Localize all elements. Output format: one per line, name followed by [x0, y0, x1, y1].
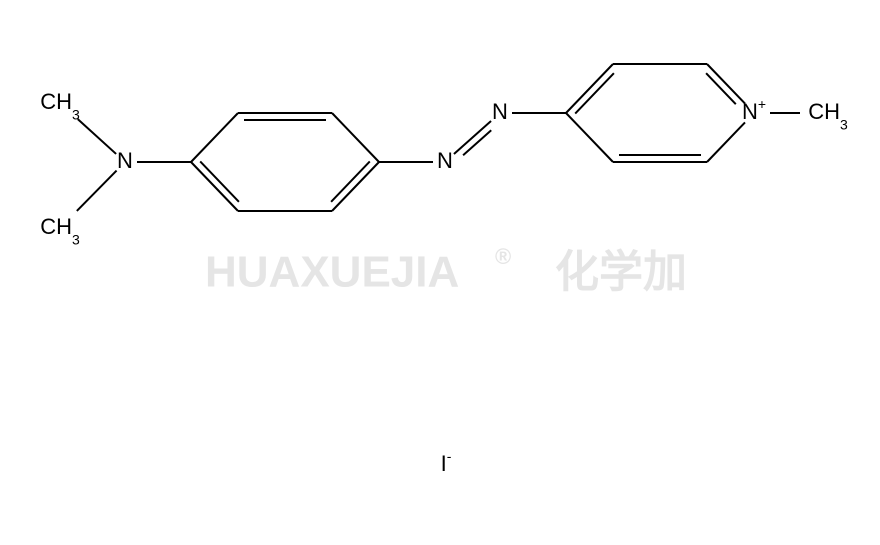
watermark-reg: ® [495, 244, 511, 269]
atom-i_minus: I- [441, 448, 452, 476]
molecule-diagram: HUAXUEJIA ® 化学加 CH3 N CH3 N N N+ CH3 I- [0, 0, 880, 545]
atom-n_azo2: N [492, 99, 508, 124]
atom-ch3_bot: CH3 [40, 214, 80, 248]
atom-n_left: N [117, 148, 133, 173]
atom-ch3_r: CH3 [808, 99, 848, 133]
atom-n_azo1: N [437, 148, 453, 173]
watermark-en: HUAXUEJIA [205, 248, 459, 297]
watermark-cn: 化学加 [555, 248, 687, 297]
bonds [77, 64, 800, 211]
watermark: HUAXUEJIA ® 化学加 [205, 244, 687, 297]
atom-ch3_top: CH3 [40, 89, 80, 123]
atom-n_plus: N+ [742, 96, 766, 124]
